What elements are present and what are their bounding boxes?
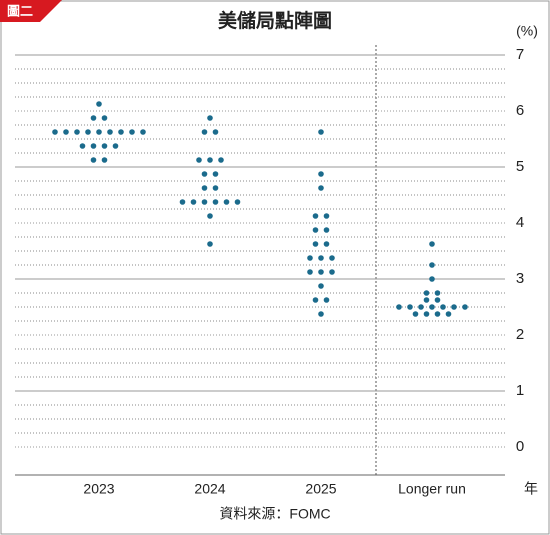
dot: [318, 129, 324, 135]
dot: [323, 241, 330, 247]
dot: [207, 157, 213, 163]
dot: [212, 199, 219, 205]
badge: 圖二: [7, 3, 33, 18]
dot: [201, 199, 208, 205]
dot: [423, 297, 430, 303]
y-tick-label: 0: [516, 438, 524, 455]
y-tick-label: 1: [516, 382, 524, 399]
dot: [212, 129, 219, 135]
dot: [418, 304, 424, 310]
dot: [207, 115, 213, 121]
y-tick-label: 2: [516, 326, 524, 343]
y-tick-label: 7: [516, 46, 524, 63]
x-tick-label: 2023: [83, 481, 114, 497]
dot: [207, 213, 213, 219]
dot: [407, 304, 413, 310]
dot: [307, 269, 313, 275]
dot: [434, 290, 441, 296]
dot: [434, 311, 441, 317]
dot: [90, 157, 97, 163]
dot: [445, 311, 452, 317]
dot: [101, 115, 108, 121]
dot: [429, 304, 435, 310]
dot: [96, 129, 102, 135]
dot: [101, 157, 108, 163]
dot: [101, 143, 108, 149]
dot: [196, 157, 202, 163]
dot: [396, 304, 402, 310]
dot: [329, 269, 335, 275]
x-tick-label: 2025: [305, 481, 336, 497]
dot: [96, 101, 102, 107]
dot: [429, 262, 435, 268]
dot: [90, 115, 97, 121]
dot: [129, 129, 135, 135]
dot: [179, 199, 186, 205]
x-unit: 年: [524, 481, 538, 497]
dot: [212, 171, 219, 177]
dot: [440, 304, 446, 310]
dot: [190, 199, 197, 205]
dot: [412, 311, 419, 317]
dot: [207, 241, 213, 247]
y-tick-label: 4: [516, 214, 524, 231]
dot: [201, 171, 208, 177]
dot: [429, 276, 435, 282]
dot: [323, 227, 330, 233]
dot: [90, 143, 97, 149]
dot: [318, 311, 324, 317]
dot: [329, 255, 335, 261]
chart-title: 美儲局點陣圖: [218, 9, 332, 32]
y-unit: (%): [516, 23, 538, 39]
dot: [140, 129, 146, 135]
dot: [212, 185, 219, 191]
dot: [85, 129, 91, 135]
dot: [312, 241, 319, 247]
dot: [79, 143, 86, 149]
dot: [318, 283, 324, 289]
dot: [423, 311, 430, 317]
dot: [462, 304, 468, 310]
dot: [52, 129, 58, 135]
dot: [107, 129, 113, 135]
dot: [312, 227, 319, 233]
dot: [312, 213, 319, 219]
dot: [434, 297, 441, 303]
dot: [451, 304, 457, 310]
y-tick-label: 6: [516, 102, 524, 119]
dot: [63, 129, 69, 135]
x-tick-label: 2024: [194, 481, 225, 497]
y-tick-label: 3: [516, 270, 524, 287]
dot: [201, 129, 208, 135]
dot: [318, 185, 324, 191]
dot: [201, 185, 208, 191]
x-tick-label: Longer run: [398, 481, 466, 497]
dot: [307, 255, 313, 261]
y-tick-label: 5: [516, 158, 524, 175]
dot: [323, 297, 330, 303]
badge-bg: [0, 0, 62, 22]
dot: [74, 129, 80, 135]
dot: [429, 241, 435, 247]
source: 資料來源：FOMC: [219, 506, 330, 522]
dot: [423, 290, 430, 296]
dot: [318, 269, 324, 275]
dot: [323, 213, 330, 219]
dot: [318, 255, 324, 261]
dot: [318, 171, 324, 177]
dot: [312, 297, 319, 303]
dot: [118, 129, 124, 135]
dot: [112, 143, 119, 149]
dot: [234, 199, 241, 205]
dot: [218, 157, 224, 163]
dot: [223, 199, 230, 205]
